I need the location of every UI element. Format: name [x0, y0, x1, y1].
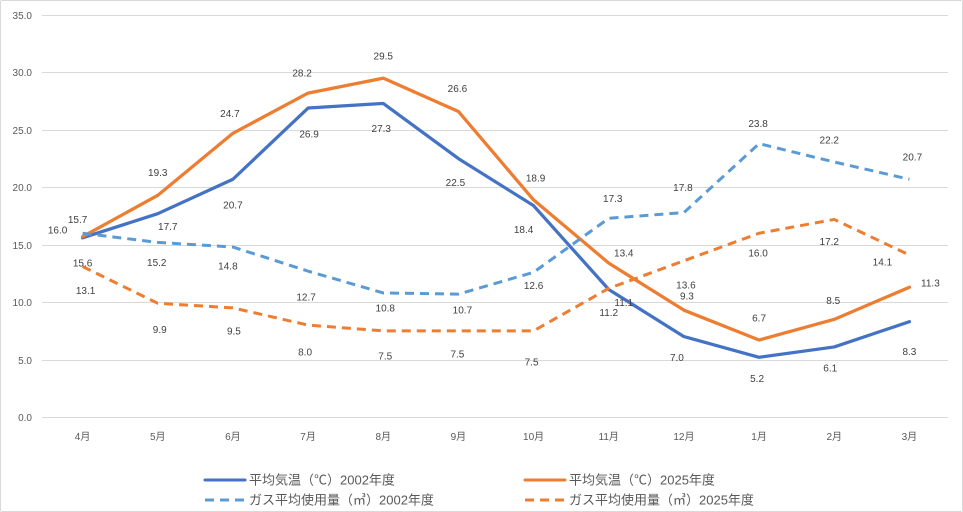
data-label: 22.5 [446, 178, 466, 189]
y-tick-label: 10.0 [13, 298, 33, 309]
data-label: 15.6 [73, 258, 93, 269]
data-label: 26.6 [448, 84, 468, 95]
series-line-temp-2025 [80, 76, 912, 342]
data-label: 12.6 [524, 281, 544, 292]
y-axis-tick-labels: 0.0 5.0 10.0 15.0 20.0 25.0 30.0 35.0 [13, 11, 33, 424]
data-label: 18.9 [526, 173, 546, 184]
legend-label: 平均気温（℃）2025年度 [569, 473, 715, 488]
legend-item-gas-2002: ガス平均使用量（㎥）2002年度 [205, 493, 434, 508]
data-label: 12.7 [296, 293, 316, 304]
data-label: 17.8 [673, 183, 693, 194]
data-label: 13.6 [676, 280, 696, 291]
data-label: 7.5 [525, 357, 539, 368]
data-label: 20.7 [903, 153, 923, 164]
x-tick-label: 5月 [150, 431, 166, 443]
data-label: 7.5 [378, 351, 392, 362]
x-tick-label: 6月 [225, 431, 241, 443]
data-label: 29.5 [374, 52, 394, 63]
data-label: 14.1 [873, 258, 893, 269]
data-label: 16.0 [748, 249, 768, 260]
y-tick-label: 15.0 [13, 241, 33, 252]
data-label: 10.8 [376, 303, 396, 314]
data-label: 27.3 [372, 124, 392, 135]
x-tick-label: 10月 [523, 431, 544, 443]
legend-item-temp-2002: 平均気温（℃）2002年度 [203, 473, 395, 488]
data-label: 9.3 [680, 292, 694, 303]
data-label: 15.7 [68, 215, 88, 226]
x-tick-label: 3月 [902, 431, 918, 443]
data-label: 9.5 [227, 326, 241, 337]
series-lines [80, 76, 912, 359]
x-tick-label: 11月 [599, 431, 619, 443]
series-line-gas-2002 [82, 142, 910, 296]
x-tick-label: 1月 [751, 431, 767, 443]
y-tick-label: 25.0 [13, 126, 33, 137]
legend-item-gas-2025: ガス平均使用量（㎥）2025年度 [525, 493, 754, 508]
data-label: 17.2 [820, 237, 840, 248]
data-label: 16.0 [48, 226, 68, 237]
data-label: 18.4 [514, 225, 534, 236]
series-line-gas-2025 [81, 217, 911, 333]
data-label: 11.3 [921, 279, 940, 290]
x-tick-label: 2月 [826, 431, 842, 443]
y-tick-label: 0.0 [18, 413, 32, 424]
data-label: 20.7 [223, 201, 243, 212]
x-tick-label: 8月 [375, 431, 391, 443]
data-label: 7.0 [670, 353, 684, 364]
legend-label: ガス平均使用量（㎥）2025年度 [569, 493, 754, 508]
data-label: 14.8 [218, 262, 238, 273]
y-tick-label: 35.0 [13, 11, 33, 22]
data-label: 7.5 [450, 349, 464, 360]
y-tick-label: 5.0 [18, 356, 32, 367]
data-label: 11.2 [599, 308, 618, 319]
data-label: 8.0 [298, 348, 312, 359]
data-label: 28.2 [292, 69, 312, 80]
legend: 平均気温（℃）2002年度 平均気温（℃）2025年度 ガス平均使用量（㎥）20… [203, 473, 754, 508]
data-label: 6.1 [823, 363, 837, 374]
y-tick-label: 30.0 [13, 68, 33, 79]
data-label: 10.7 [453, 306, 473, 317]
data-label: 19.3 [148, 168, 168, 179]
data-label: 17.7 [158, 222, 178, 233]
legend-label: 平均気温（℃）2002年度 [249, 473, 395, 488]
data-label: 13.4 [614, 249, 634, 260]
data-label: 6.7 [752, 314, 766, 325]
data-label: 5.2 [750, 374, 764, 385]
x-tick-label: 9月 [451, 431, 467, 443]
data-label: 26.9 [299, 130, 319, 141]
data-label: 8.5 [826, 296, 840, 307]
data-label: 23.8 [748, 119, 768, 130]
data-label: 8.3 [902, 347, 916, 358]
legend-item-temp-2025: 平均気温（℃）2025年度 [523, 473, 715, 488]
data-label: 15.2 [147, 258, 167, 269]
data-label: 22.2 [820, 136, 840, 147]
data-label: 24.7 [220, 109, 240, 120]
y-tick-label: 20.0 [13, 183, 33, 194]
data-labels: 15.6 17.7 20.7 26.9 27.3 22.5 18.4 11.1 7.0 5.2 6.… [48, 52, 940, 385]
x-tick-label: 4月 [75, 431, 91, 443]
series-line-temp-2002 [80, 101, 912, 359]
data-label: 17.3 [603, 194, 623, 205]
x-tick-label: 12月 [673, 431, 694, 443]
data-label: 11.1 [614, 298, 633, 309]
legend-label: ガス平均使用量（㎥）2002年度 [249, 493, 434, 508]
x-axis-tick-labels: 4月 5月 6月 7月 8月 9月 10月 11月 12月 1月 2月 3月 [75, 431, 917, 443]
data-label: 13.1 [76, 286, 96, 297]
x-tick-label: 7月 [300, 431, 316, 443]
gridlines [42, 15, 948, 418]
data-label: 9.9 [153, 325, 167, 336]
